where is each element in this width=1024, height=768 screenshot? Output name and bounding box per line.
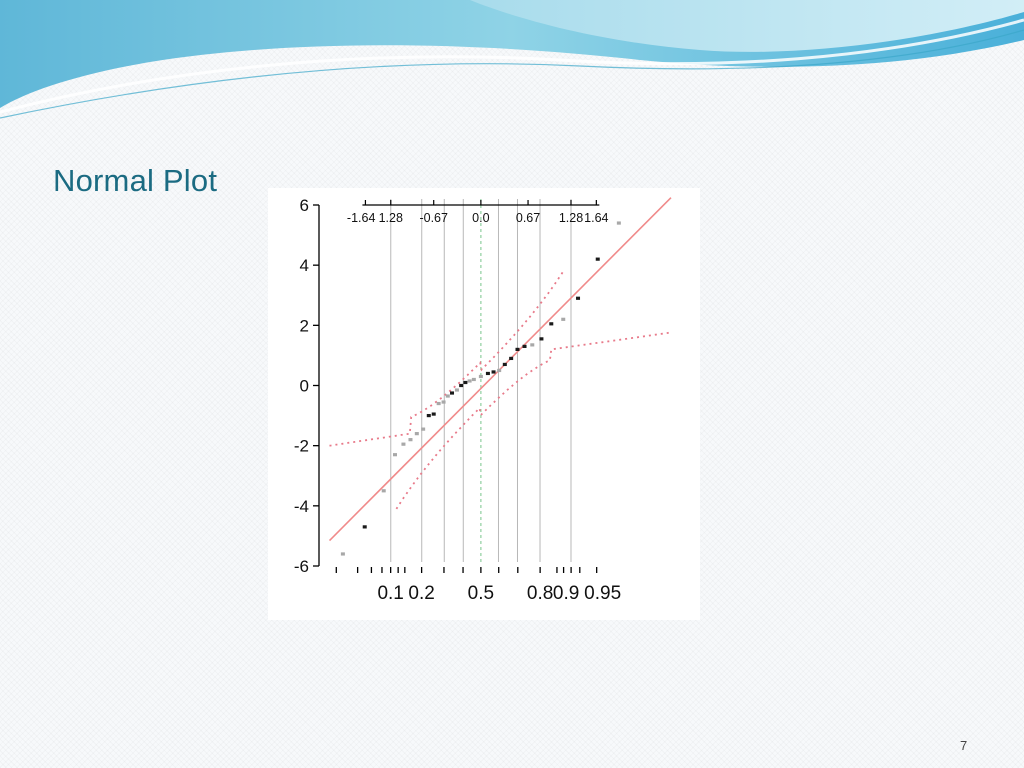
top-tick-label-1: -1.64	[347, 211, 376, 225]
data-point-15	[454, 388, 459, 392]
data-point-6	[408, 438, 413, 442]
data-point-17	[463, 380, 468, 385]
data-point-29	[539, 337, 544, 341]
y-tick-label-5: -2	[294, 437, 309, 456]
data-point-27	[522, 344, 527, 348]
header-wave-banner	[0, 0, 1024, 119]
bottom-tick-label-3: 0.5	[468, 583, 494, 604]
y-tick-label-7: -6	[294, 557, 309, 576]
banner-wave-light	[470, 0, 1024, 52]
top-tick-label-5: 0.67	[516, 211, 540, 225]
confidence-band-upper	[329, 268, 566, 447]
data-point-33	[595, 257, 600, 261]
y-tick-label-4: 0	[300, 377, 309, 396]
data-point-28	[530, 343, 535, 347]
top-tick-label-2: 1.28	[379, 211, 403, 225]
data-point-14	[450, 391, 455, 395]
bottom-tick-label-4: 0.8	[527, 583, 553, 604]
top-tick-label-7: 1.64	[584, 211, 608, 225]
data-point-26	[515, 347, 520, 351]
data-point-25	[509, 356, 514, 361]
y-tick-label-3: 2	[300, 316, 309, 335]
data-point-8	[421, 427, 426, 431]
y-tick-label-2: 4	[300, 256, 309, 275]
data-point-16	[459, 383, 464, 388]
data-point-5	[401, 442, 406, 446]
y-tick-label-1: 6	[300, 196, 309, 215]
data-point-13	[445, 394, 450, 398]
bottom-tick-label-1: 0.1	[377, 583, 403, 604]
data-point-23	[497, 368, 502, 373]
data-point-7	[414, 432, 419, 436]
data-point-22	[491, 370, 496, 374]
top-tick-label-6: 1.28	[559, 211, 583, 225]
data-point-4	[392, 453, 397, 457]
top-tick-label-4: 0.0	[472, 211, 489, 225]
banner-wave-line	[0, 29, 1024, 119]
data-point-10	[431, 412, 436, 416]
data-point-21	[485, 371, 490, 376]
bottom-tick-label-5: 0.9	[553, 583, 579, 604]
slide-title: Normal Plot	[53, 163, 218, 198]
data-point-30	[549, 322, 554, 326]
top-tick-label-3: -0.67	[419, 211, 448, 225]
data-point-34	[616, 221, 621, 225]
data-point-32	[576, 296, 581, 300]
banner-wave-highlight	[0, 18, 1024, 114]
data-point-3	[381, 489, 386, 493]
data-point-31	[561, 317, 566, 321]
bottom-tick-label-2: 0.2	[408, 583, 434, 604]
y-tick-label-6: -4	[294, 497, 309, 516]
data-point-11	[436, 401, 441, 406]
bottom-tick-label-6: 0.95	[584, 583, 621, 604]
data-point-1	[340, 552, 345, 556]
data-point-19	[471, 377, 476, 382]
page-number: 7	[960, 738, 968, 753]
data-point-2	[362, 525, 367, 529]
confidence-band-lower	[395, 331, 670, 510]
data-point-18	[467, 379, 472, 383]
data-point-20	[478, 374, 483, 379]
normal-plot-card: 6 4 2 0 -2 -4 -6 -1.64 1.28 -0.67 0.0 0.67 1.28 1.64 0…	[268, 188, 700, 620]
data-point-24	[502, 362, 507, 367]
data-point-12	[441, 400, 446, 404]
data-point-9	[426, 413, 431, 418]
